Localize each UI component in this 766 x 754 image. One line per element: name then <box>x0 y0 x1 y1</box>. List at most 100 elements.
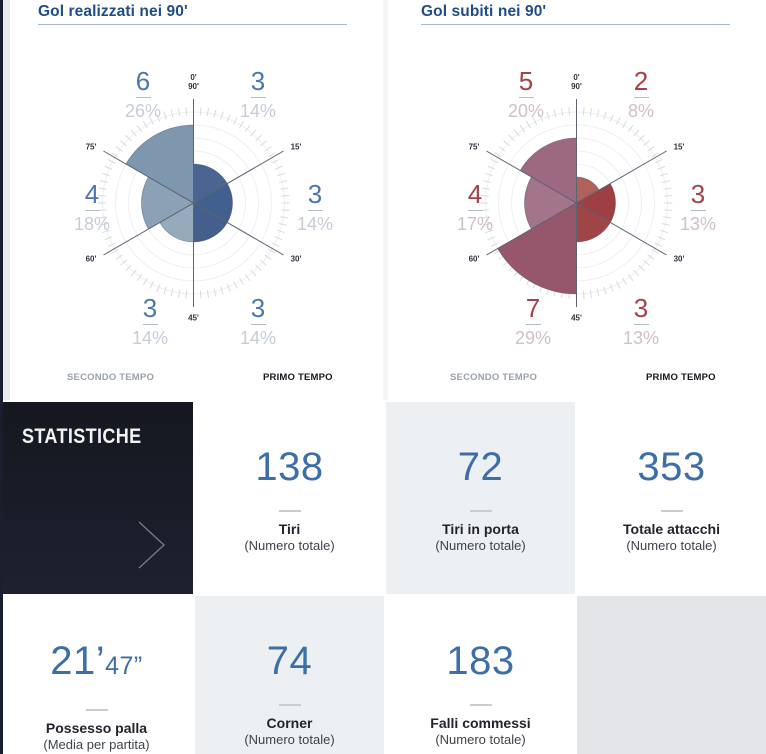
sector-group-45-60: 3 14% <box>108 293 192 348</box>
axis-label-30: 30' <box>290 254 302 264</box>
stat-tile-tiri-in-porta: 72 Tiri in porta (Numero totale) <box>386 402 575 594</box>
number-divider <box>690 210 706 211</box>
stat-tile-corner: 74 Corner (Numero totale) <box>195 596 384 754</box>
sector-pct-75-90: 26% <box>124 101 162 121</box>
sector-group-0-15: 3 14% <box>216 66 300 121</box>
stat-tile-totale-attacchi: 353 Totale attacchi (Numero totale) <box>577 402 766 594</box>
stat-value: 74 <box>266 639 313 683</box>
sector-pct-75-90: 20% <box>507 101 545 121</box>
sector-count-15-30: 3 <box>690 179 706 209</box>
stat-sublabel: (Numero totale) <box>435 732 526 747</box>
sector-group-60-75: 4 17% <box>433 181 517 234</box>
chevron-right-icon[interactable] <box>137 520 167 570</box>
stat-divider <box>85 709 108 711</box>
number-divider <box>84 210 100 211</box>
panel-gutter <box>383 0 388 400</box>
sector-group-30-45: 3 14% <box>216 293 300 348</box>
stat-tile-tiri: 138 Tiri (Numero totale) <box>195 402 384 594</box>
axis-label-75: 75' <box>85 142 97 152</box>
goals-conceded-panel: Gol subiti nei 90' 5 20% 2 8% 4 17% 3 13… <box>383 0 766 400</box>
number-divider <box>467 210 483 211</box>
stats-grid: STATISTICHE 138 Tiri (Numero totale) 72 … <box>0 402 766 754</box>
polar-chart-goals-scored <box>97 99 290 307</box>
number-divider <box>307 210 323 211</box>
stat-label: Possesso palla <box>45 720 148 736</box>
sector-group-15-30: 3 13% <box>656 179 740 234</box>
axis-label-60: 60' <box>468 254 480 264</box>
sector-group-60-75: 4 18% <box>50 179 134 234</box>
sector-count-0-15: 3 <box>250 66 266 96</box>
sector-group-45-60: 7 29% <box>491 293 575 348</box>
empty-tile <box>577 596 766 754</box>
axis-label-45: 45' <box>188 313 199 323</box>
sector-pct-15-30: 14% <box>296 214 334 234</box>
sector-group-15-30: 3 14% <box>273 179 357 234</box>
title-underline <box>421 24 730 25</box>
number-divider <box>518 97 534 98</box>
stat-value: 72 <box>457 445 504 489</box>
sector-pct-0-15: 14% <box>239 101 277 121</box>
sector-count-45-60: 3 <box>142 293 158 323</box>
number-divider <box>633 324 649 325</box>
goals-conceded-title: Gol subiti nei 90' <box>421 3 547 20</box>
sector-count-15-30: 3 <box>307 179 323 209</box>
sector-pct-30-45: 13% <box>622 328 660 348</box>
goals-scored-panel: Gol realizzati nei 90' 6 26% 3 14% 4 18%… <box>0 0 383 400</box>
axis-label-75: 75' <box>468 142 480 152</box>
statistiche-header-tile[interactable]: STATISTICHE <box>0 402 193 594</box>
sector-pct-45-60: 14% <box>131 328 169 348</box>
stat-divider <box>660 510 683 512</box>
axis-label-15: 15' <box>673 142 685 152</box>
sector-group-75-90: 6 26% <box>101 68 185 121</box>
stat-value: 138 <box>255 445 324 489</box>
stat-sublabel: (Numero totale) <box>626 538 717 553</box>
number-divider <box>250 97 266 98</box>
stat-divider <box>469 510 492 512</box>
polar-chart-goals-conceded <box>480 99 673 307</box>
sector-count-30-45: 3 <box>633 293 649 323</box>
stat-label: Totale attacchi <box>623 521 720 537</box>
sector-pct-45-60: 29% <box>514 328 552 348</box>
stat-label: Tiri in porta <box>442 521 519 537</box>
axis-label-30: 30' <box>673 254 685 264</box>
stat-divider <box>469 704 492 706</box>
axis-label-60: 60' <box>85 254 97 264</box>
number-divider <box>135 97 151 98</box>
stat-sublabel: (Numero totale) <box>244 732 335 747</box>
axis-label-0-90: 0' 90' <box>188 73 199 91</box>
legend-primo-tempo: PRIMO TEMPO <box>263 372 333 383</box>
stat-label: Corner <box>266 715 313 731</box>
stat-value: 183 <box>446 639 515 683</box>
stat-value: 353 <box>637 445 706 489</box>
sector-count-45-60: 7 <box>525 293 541 323</box>
stat-sublabel: (Numero totale) <box>435 538 526 553</box>
stat-tile-falli-commessi: 183 Falli commessi (Numero totale) <box>386 596 575 754</box>
left-gutter-strip <box>3 0 10 400</box>
stat-divider <box>278 704 301 706</box>
number-divider <box>250 324 266 325</box>
sector-count-30-45: 3 <box>250 293 266 323</box>
axis-label-0-90: 0' 90' <box>571 73 582 91</box>
sector-count-75-90: 5 <box>518 66 534 96</box>
sector-count-0-15: 2 <box>633 66 649 96</box>
number-divider <box>525 324 541 325</box>
sector-pct-60-75: 17% <box>456 214 494 234</box>
stat-sublabel: (Media per partita) <box>43 737 150 752</box>
sector-group-0-15: 2 8% <box>599 66 683 121</box>
legend-primo-tempo: PRIMO TEMPO <box>646 372 716 383</box>
statistiche-label: STATISTICHE <box>22 425 142 448</box>
sector-pct-30-45: 14% <box>239 328 277 348</box>
axis-label-45: 45' <box>571 313 582 323</box>
page-left-border <box>0 0 3 754</box>
legend-secondo-tempo: SECONDO TEMPO <box>450 372 538 383</box>
sector-count-60-75: 4 <box>84 179 100 209</box>
stat-value: 21’47” <box>50 639 143 683</box>
number-divider <box>142 324 158 325</box>
legend-secondo-tempo: SECONDO TEMPO <box>67 372 155 383</box>
sector-group-30-45: 3 13% <box>599 293 683 348</box>
title-underline <box>38 24 347 25</box>
axis-label-15: 15' <box>290 142 302 152</box>
sector-pct-0-15: 8% <box>627 101 654 121</box>
number-divider <box>633 97 649 98</box>
goals-scored-title: Gol realizzati nei 90' <box>38 3 188 20</box>
